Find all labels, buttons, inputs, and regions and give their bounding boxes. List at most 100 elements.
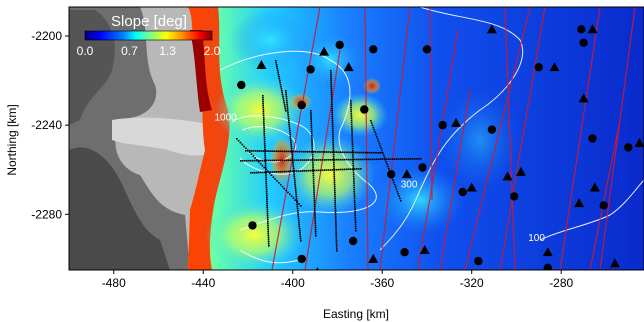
survey-point — [331, 126, 334, 128]
survey-point — [252, 155, 255, 157]
survey-point — [266, 207, 269, 209]
survey-point — [296, 170, 298, 172]
survey-point — [270, 150, 272, 152]
survey-point — [263, 135, 266, 137]
x-tick-label: -360 — [370, 276, 394, 290]
survey-point — [290, 142, 292, 144]
survey-point — [288, 122, 290, 124]
survey-point — [330, 84, 333, 86]
survey-point — [331, 114, 334, 116]
survey-point — [304, 170, 306, 172]
survey-point — [310, 130, 313, 133]
survey-point — [310, 122, 313, 125]
survey-point — [332, 146, 335, 148]
survey-point — [362, 158, 364, 161]
survey-point — [290, 195, 293, 197]
survey-point — [333, 178, 336, 180]
survey-point — [353, 199, 356, 202]
survey-point — [262, 103, 264, 105]
survey-point — [350, 102, 352, 104]
contour-label: 300 — [401, 180, 418, 191]
survey-point — [324, 169, 326, 171]
survey-point — [294, 199, 297, 201]
survey-point — [280, 88, 283, 90]
survey-point — [289, 136, 292, 138]
survey-point — [332, 140, 334, 142]
survey-point — [356, 158, 358, 161]
survey-point — [330, 78, 332, 80]
survey-point — [353, 195, 356, 197]
survey-point — [264, 157, 267, 159]
survey-point — [358, 151, 361, 154]
survey-point — [244, 160, 246, 162]
survey-point — [262, 95, 264, 97]
survey-point — [262, 117, 265, 119]
survey-point — [298, 222, 300, 224]
survey-point — [281, 185, 284, 188]
survey-point — [242, 160, 244, 162]
survey-point — [354, 219, 357, 221]
survey-point — [296, 159, 298, 161]
survey-point — [302, 150, 305, 153]
survey-point — [358, 168, 360, 170]
survey-point — [262, 109, 265, 111]
slope-moderate-zone — [332, 93, 388, 137]
survey-point — [284, 106, 286, 108]
survey-point — [262, 101, 264, 103]
survey-point — [331, 110, 333, 112]
survey-point — [294, 182, 296, 184]
survey-point — [330, 90, 333, 92]
survey-point — [287, 150, 289, 153]
survey-point — [333, 164, 335, 166]
survey-point — [326, 169, 328, 171]
survey-point — [283, 187, 286, 190]
triangle-marker — [466, 182, 477, 192]
survey-point — [310, 169, 312, 172]
survey-point — [292, 160, 294, 162]
survey-point — [279, 84, 282, 86]
survey-point — [332, 138, 334, 140]
survey-point — [310, 128, 313, 131]
survey-point — [394, 186, 397, 188]
survey-point — [263, 133, 266, 135]
survey-point — [395, 188, 398, 191]
triangle-marker — [574, 198, 585, 208]
survey-point — [265, 173, 267, 175]
survey-point — [333, 186, 336, 188]
survey-point — [366, 151, 369, 154]
survey-point — [294, 170, 296, 172]
survey-point — [353, 178, 355, 180]
survey-point — [333, 184, 336, 186]
survey-point — [314, 151, 316, 153]
circle-marker — [248, 221, 257, 230]
survey-point — [355, 230, 357, 232]
survey-point — [293, 170, 295, 172]
survey-point — [298, 226, 301, 228]
survey-point — [327, 151, 330, 153]
survey-point — [334, 204, 337, 206]
survey-point — [354, 214, 356, 217]
survey-point — [378, 158, 380, 161]
survey-point — [314, 222, 317, 225]
survey-point — [336, 168, 338, 171]
survey-point — [267, 170, 269, 173]
survey-point — [420, 158, 422, 160]
survey-point — [299, 232, 301, 234]
survey-point — [288, 170, 290, 173]
survey-point — [350, 121, 353, 124]
survey-point — [351, 151, 353, 154]
survey-point — [358, 158, 360, 161]
survey-point — [334, 198, 336, 200]
survey-point — [263, 166, 265, 169]
survey-point — [318, 151, 320, 153]
survey-point — [263, 131, 265, 133]
survey-point — [280, 159, 282, 162]
survey-point — [334, 168, 336, 171]
survey-point — [353, 180, 355, 182]
survey-point — [283, 150, 286, 153]
survey-point — [300, 205, 302, 207]
survey-point — [332, 169, 334, 171]
survey-point — [262, 97, 264, 99]
survey-point — [354, 151, 357, 154]
survey-point — [354, 217, 357, 219]
